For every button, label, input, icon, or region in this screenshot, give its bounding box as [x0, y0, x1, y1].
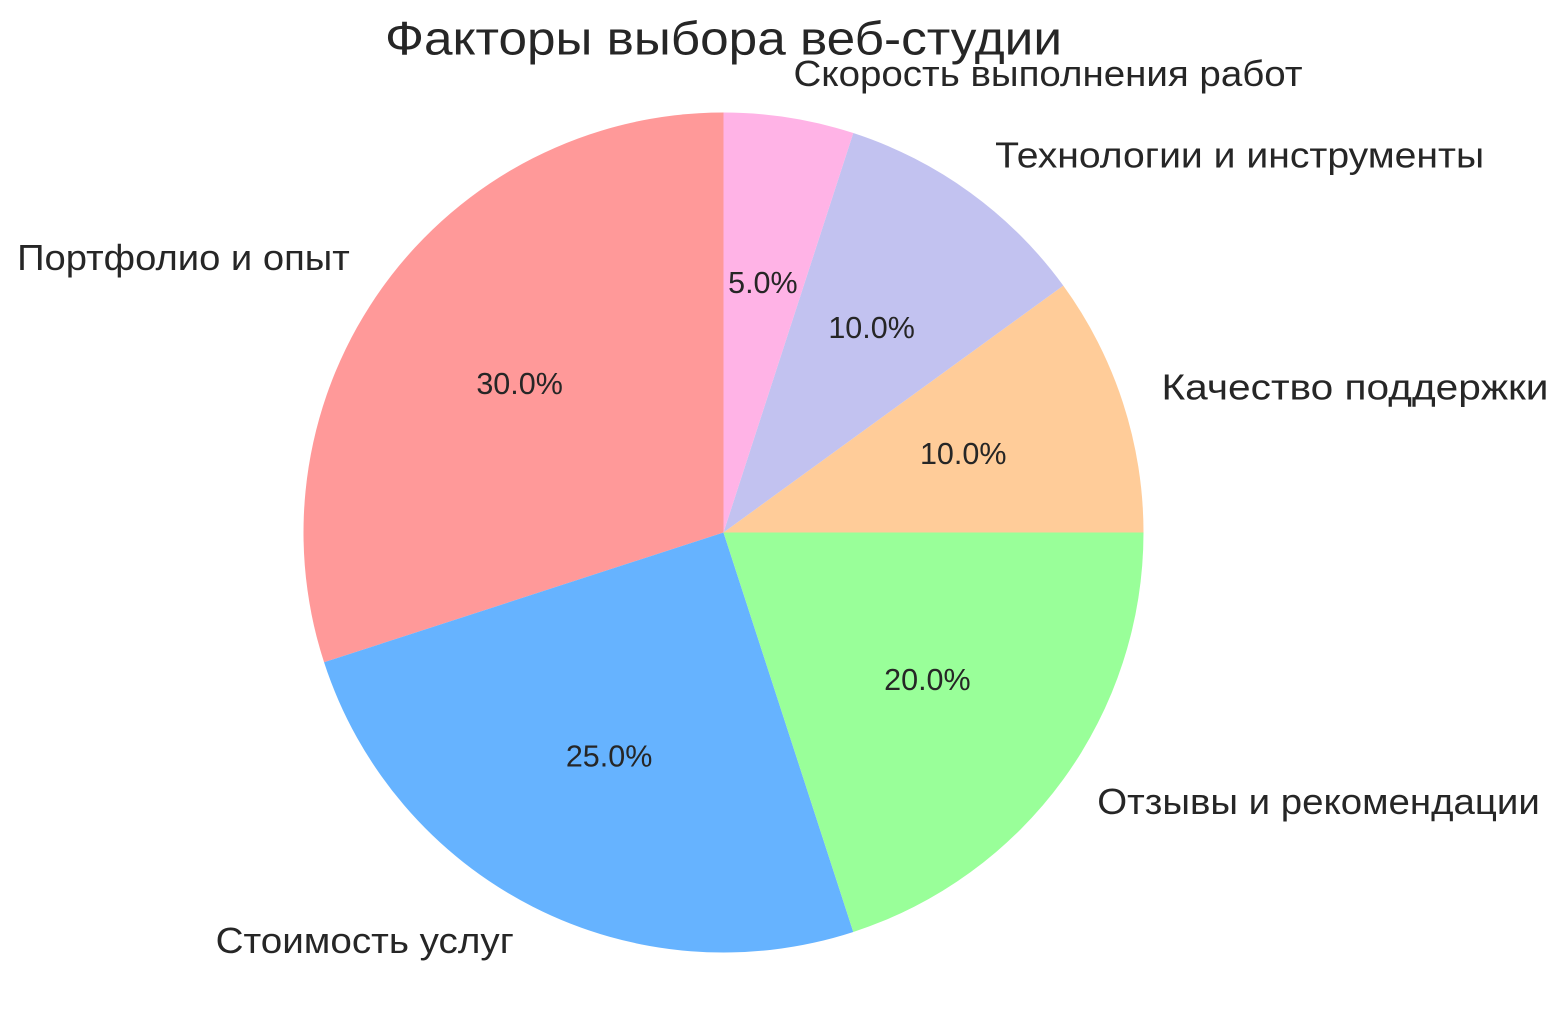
svg-text:25.0%: 25.0% — [566, 740, 652, 774]
svg-text:20.0%: 20.0% — [884, 663, 970, 697]
svg-text:Качество поддержки: Качество поддержки — [1162, 367, 1549, 408]
svg-text:Факторы выбора веб-студии: Факторы выбора веб-студии — [385, 12, 1062, 65]
svg-text:10.0%: 10.0% — [920, 437, 1006, 471]
svg-text:Отзывы и рекомендации: Отзывы и рекомендации — [1097, 781, 1540, 822]
svg-text:Скорость выполнения работ: Скорость выполнения работ — [794, 53, 1303, 94]
svg-text:Стоимость услуг: Стоимость услуг — [216, 920, 514, 961]
svg-text:5.0%: 5.0% — [728, 266, 798, 300]
svg-text:Портфолио и опыт: Портфолио и опыт — [17, 237, 350, 278]
svg-text:30.0%: 30.0% — [476, 367, 562, 401]
svg-text:Технологии и инструменты: Технологии и инструменты — [995, 134, 1484, 175]
svg-text:10.0%: 10.0% — [828, 311, 914, 345]
